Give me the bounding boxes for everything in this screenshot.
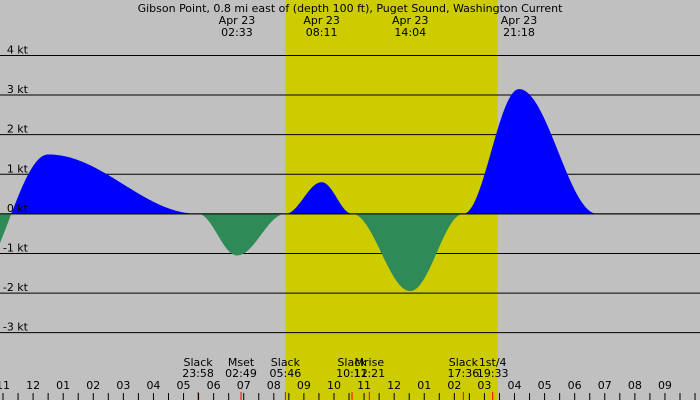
event-name-label: 1st/4 (479, 356, 507, 369)
y-tick-label: 3 kt (7, 83, 29, 96)
hour-label: 10 (327, 379, 341, 392)
peak-time-label: 08:11 (306, 26, 338, 39)
hour-label: 03 (116, 379, 130, 392)
peak-date-label: Apr 23 (303, 14, 340, 27)
peak-time-label: 21:18 (503, 26, 535, 39)
y-tick-label: 4 kt (7, 43, 29, 56)
peak-date-label: Apr 23 (219, 14, 256, 27)
event-name-label: Slack (337, 356, 367, 369)
event-time-label: 19:33 (477, 367, 509, 380)
chart-title: Gibson Point, 0.8 mi east of (depth 100 … (138, 2, 564, 15)
event-time-label: 11:21 (353, 367, 385, 380)
hour-label: 12 (26, 379, 40, 392)
hour-label: 02 (86, 379, 100, 392)
hour-label: 11 (0, 379, 10, 392)
event-name-label: Slack (271, 356, 301, 369)
hour-label: 12 (387, 379, 401, 392)
event-time-label: 17:36 (448, 367, 480, 380)
peak-date-label: Apr 23 (501, 14, 538, 27)
event-name-label: Slack (183, 356, 213, 369)
hour-label: 04 (146, 379, 160, 392)
hour-label: 01 (56, 379, 70, 392)
y-tick-label: -1 kt (3, 241, 29, 254)
hour-label: 08 (267, 379, 281, 392)
hour-label: 09 (297, 379, 311, 392)
y-tick-label: 1 kt (7, 162, 29, 175)
hour-label: 09 (658, 379, 672, 392)
y-tick-label: 2 kt (7, 123, 29, 136)
y-tick-label: 0 kt (7, 202, 29, 215)
hour-ticks (2, 393, 696, 400)
hour-label: 01 (417, 379, 431, 392)
y-tick-label: -3 kt (3, 321, 29, 334)
hour-label: 03 (477, 379, 491, 392)
event-time-label: 23:58 (182, 367, 214, 380)
event-name-label: Mrise (355, 356, 385, 369)
hour-label: 07 (237, 379, 251, 392)
hour-label: 02 (447, 379, 461, 392)
flood-area (0, 89, 700, 214)
peak-date-label: Apr 23 (392, 14, 429, 27)
hour-labels: 11 12 01 02 03 04 05 06 07 08 09 10 11 12 01 02 03 04 05 06… (0, 379, 672, 392)
event-name-label: Slack (449, 356, 479, 369)
event-time-label: 05:46 (270, 367, 302, 380)
event-time-label: 10:12 (336, 367, 368, 380)
hour-label: 08 (628, 379, 642, 392)
event-labels: Slack23:58Mset02:49Slack05:46Slack10:12M… (182, 356, 509, 400)
hour-label: 06 (207, 379, 221, 392)
peak-time-label: 14:04 (394, 26, 426, 39)
hour-label: 04 (508, 379, 522, 392)
hour-label: 07 (598, 379, 612, 392)
hour-label: 05 (538, 379, 552, 392)
event-name-label: Mset (228, 356, 255, 369)
peak-time-label: 02:33 (221, 26, 253, 39)
hour-label: 05 (177, 379, 191, 392)
hour-label: 11 (357, 379, 371, 392)
hour-label: 06 (568, 379, 582, 392)
y-axis-labels: 4 kt 3 kt 2 kt 1 kt 0 kt -1 kt -2 kt -3 kt (0, 43, 700, 334)
event-time-label: 02:49 (225, 367, 257, 380)
y-tick-label: -2 kt (3, 281, 29, 294)
